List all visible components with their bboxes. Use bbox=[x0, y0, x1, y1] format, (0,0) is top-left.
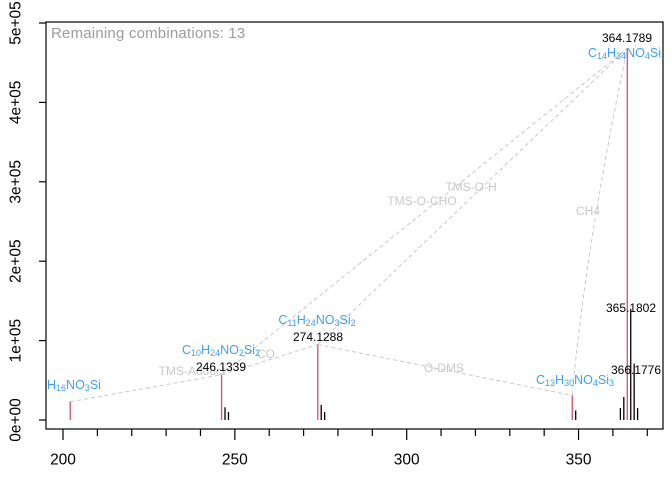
formula-label: H16NO3Si bbox=[47, 378, 101, 393]
loss-label: TMS-Adduct bbox=[159, 364, 226, 378]
y-tick-label: 3e+05 bbox=[8, 160, 25, 204]
peak-value-label: 366.1776 bbox=[611, 363, 661, 377]
formula-label: C13H30NO4Si3 bbox=[536, 373, 614, 388]
loss-edge bbox=[70, 374, 222, 403]
formula-label: C10H24NO2Si2 bbox=[182, 343, 260, 358]
loss-label: TMS-O-H bbox=[445, 180, 496, 194]
remaining-combinations-text: Remaining combinations: 13 bbox=[51, 25, 246, 42]
peak-value-label: 364.1789 bbox=[602, 31, 652, 45]
loss-label: TMS-O-CHO bbox=[387, 194, 456, 208]
plot-box bbox=[45, 21, 664, 430]
loss-edge bbox=[317, 344, 573, 396]
formula-label: C11H24NO3Si2 bbox=[278, 313, 355, 328]
peak-value-label: 365.1802 bbox=[606, 301, 656, 315]
peak-value-label: 274.1288 bbox=[293, 330, 343, 344]
x-tick-label: 200 bbox=[50, 452, 76, 469]
peak-value-label: 246.1339 bbox=[196, 360, 246, 374]
loss-label: O-DMS bbox=[424, 361, 464, 375]
x-tick-label: 350 bbox=[566, 452, 592, 469]
y-tick-label: 2e+05 bbox=[8, 239, 25, 283]
x-tick-label: 250 bbox=[222, 452, 248, 469]
y-tick-label: 1e+05 bbox=[8, 319, 25, 363]
loss-edge bbox=[317, 48, 628, 345]
loss-edge bbox=[571, 48, 628, 396]
loss-edge bbox=[221, 48, 628, 376]
y-tick-label: 4e+05 bbox=[8, 81, 25, 125]
x-tick-label: 300 bbox=[394, 452, 420, 469]
y-tick-label: 0e+00 bbox=[8, 398, 25, 442]
loss-edge bbox=[221, 344, 318, 376]
y-tick-label: 5e+05 bbox=[8, 1, 25, 45]
loss-label: CO bbox=[257, 347, 275, 361]
loss-label: CH4 bbox=[576, 204, 600, 218]
formula-label: C14H34NO4Si3 bbox=[588, 46, 666, 61]
